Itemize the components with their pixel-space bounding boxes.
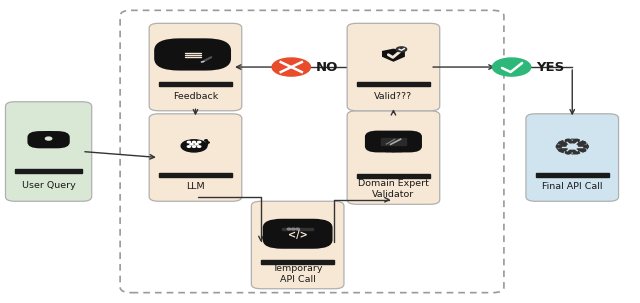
Circle shape	[559, 149, 564, 152]
FancyBboxPatch shape	[526, 114, 618, 201]
Bar	[536, 173, 609, 177]
Text: Valid???: Valid???	[374, 92, 413, 101]
FancyBboxPatch shape	[252, 201, 344, 289]
Circle shape	[206, 142, 209, 143]
Circle shape	[41, 132, 56, 139]
Text: YES: YES	[536, 61, 564, 74]
Circle shape	[45, 137, 52, 140]
FancyBboxPatch shape	[347, 111, 440, 204]
Bar	[356, 174, 430, 178]
FancyBboxPatch shape	[154, 38, 231, 71]
Circle shape	[198, 146, 201, 147]
Text: Domain Expert
Validator: Domain Expert Validator	[358, 179, 429, 199]
Circle shape	[573, 151, 579, 154]
Circle shape	[292, 228, 295, 230]
Circle shape	[198, 141, 201, 143]
Circle shape	[580, 149, 586, 152]
Circle shape	[565, 139, 571, 142]
Circle shape	[561, 142, 583, 152]
Circle shape	[573, 139, 579, 142]
FancyBboxPatch shape	[149, 114, 242, 201]
FancyBboxPatch shape	[263, 219, 333, 249]
Circle shape	[559, 142, 564, 144]
Text: </>: </>	[288, 230, 308, 240]
Bar	[159, 82, 232, 86]
Circle shape	[272, 58, 310, 76]
Circle shape	[181, 140, 207, 152]
Text: NO: NO	[316, 61, 338, 74]
Text: Feedback: Feedback	[173, 92, 218, 101]
FancyBboxPatch shape	[149, 23, 242, 111]
Text: User Query: User Query	[22, 181, 76, 190]
Bar	[15, 169, 82, 173]
Bar	[356, 82, 430, 86]
Circle shape	[205, 140, 207, 141]
Circle shape	[193, 141, 196, 143]
Circle shape	[188, 146, 191, 147]
Text: Temporary
API Call: Temporary API Call	[273, 264, 323, 285]
Circle shape	[582, 145, 588, 148]
Circle shape	[195, 144, 198, 145]
FancyBboxPatch shape	[6, 102, 92, 201]
Bar	[261, 260, 334, 264]
Circle shape	[580, 142, 586, 144]
Bar	[381, 138, 406, 145]
FancyBboxPatch shape	[365, 131, 422, 152]
Circle shape	[492, 58, 531, 76]
Text: Final API Call: Final API Call	[542, 182, 602, 191]
Circle shape	[193, 146, 196, 147]
Circle shape	[190, 144, 193, 145]
Bar	[282, 228, 314, 230]
Circle shape	[567, 144, 577, 149]
Bar	[159, 173, 232, 177]
Circle shape	[565, 151, 571, 154]
Circle shape	[556, 145, 562, 148]
Polygon shape	[382, 48, 405, 62]
Circle shape	[296, 228, 300, 230]
Text: LLM: LLM	[186, 182, 205, 191]
Circle shape	[188, 141, 191, 143]
FancyBboxPatch shape	[347, 23, 440, 111]
Circle shape	[205, 144, 207, 145]
Circle shape	[287, 228, 291, 230]
FancyBboxPatch shape	[28, 131, 70, 148]
Circle shape	[396, 47, 406, 52]
